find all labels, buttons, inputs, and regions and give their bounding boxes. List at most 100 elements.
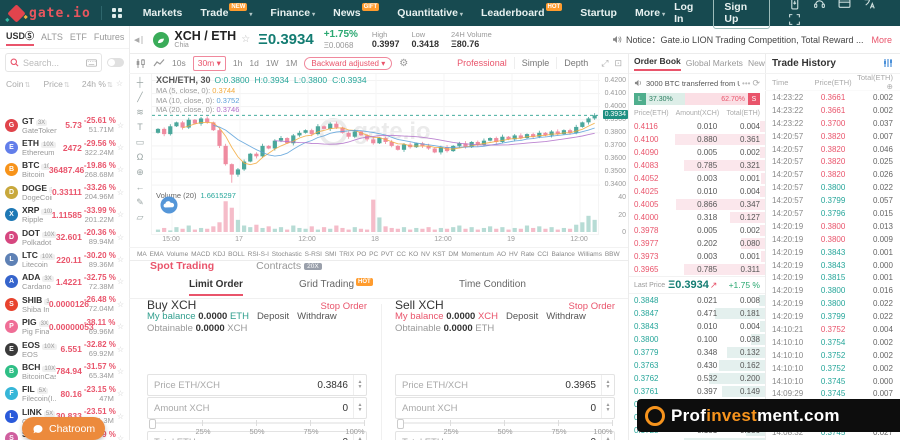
trade-history-row[interactable]: 14:20:57 0.3820 0.046 <box>765 143 900 156</box>
indicator-dm[interactable]: DM <box>448 250 459 258</box>
coin-row-eos[interactable]: E EOS 10X EOS 6.551 -32.82 % 69.92M ☆ <box>0 338 129 360</box>
ob-tab-order-book[interactable]: Order Book <box>634 56 681 71</box>
buy-withdraw-link[interactable]: Withdraw <box>297 311 337 322</box>
trade-history-row[interactable]: 14:20:19 0.3800 0.016 <box>765 284 900 297</box>
trade-history-row[interactable]: 14:20:19 0.3800 0.013 <box>765 220 900 233</box>
coin-row-dot[interactable]: D DOT 10X Polkadot 32.601 -20.36 % 89.94M ☆ <box>0 226 129 248</box>
eraser-icon[interactable]: ▱ <box>136 212 144 222</box>
margin-toggle[interactable] <box>107 58 124 67</box>
indicator-nv[interactable]: NV <box>421 250 431 258</box>
total-stepper[interactable]: ▲▼ <box>601 432 614 440</box>
magnet-icon[interactable]: Ω <box>136 152 144 162</box>
fullscreen-icon[interactable] <box>788 13 801 26</box>
indicator-kst[interactable]: KST <box>432 250 446 258</box>
bid-row[interactable]: 0.3779 0.348 0.132 <box>629 346 765 359</box>
indicator-s-rsi[interactable]: S-RSI <box>304 250 322 258</box>
ob-tab-news[interactable]: News <box>747 58 765 68</box>
nav-item-trade[interactable]: TradeNEW▾ <box>200 2 253 19</box>
total-stepper[interactable]: ▲▼ <box>353 432 366 440</box>
shape-icon[interactable]: ▭ <box>135 137 145 147</box>
indicator-rsi-s-i[interactable]: RSI-S-I <box>247 250 269 258</box>
signup-button[interactable]: Sign Up <box>713 0 770 29</box>
indicator-pc[interactable]: PC <box>369 250 379 258</box>
apps-grid-icon[interactable] <box>111 8 122 18</box>
star-icon[interactable]: ☆ <box>116 120 124 130</box>
nav-item-news[interactable]: NewsGIFT <box>333 2 380 19</box>
notice-more-link[interactable]: More <box>871 34 892 45</box>
percent-label-100[interactable]: 100% <box>593 427 613 436</box>
bid-row[interactable]: 0.3847 0.471 0.181 <box>629 307 765 320</box>
trade-history-row[interactable]: 14:20:19 0.3800 0.009 <box>765 233 900 246</box>
star-icon[interactable]: ☆ <box>116 299 124 309</box>
sell-stop-order-link[interactable]: Stop Order <box>568 301 615 312</box>
chart-popout-icon[interactable]: ⊡ <box>614 57 622 68</box>
indicator-po[interactable]: PO <box>356 250 367 258</box>
star-icon[interactable]: ☆ <box>116 143 124 153</box>
history-settings-icon[interactable] <box>883 58 893 68</box>
bid-row[interactable]: 0.3761 0.397 0.149 <box>629 385 765 398</box>
bid-row[interactable]: 0.3800 0.100 0.038 <box>629 333 765 346</box>
percent-label-50[interactable]: 50% <box>497 427 513 436</box>
trade-history-row[interactable]: 14:20:19 0.3800 0.022 <box>765 297 900 310</box>
coin-row-ada[interactable]: A ADA 3X Cardano 1.4221 -32.75 % 72.38M ☆ <box>0 271 129 293</box>
ask-row[interactable]: 0.4083 0.785 0.321 <box>629 159 765 172</box>
trade-history-row[interactable]: 14:23:22 0.3661 0.002 <box>765 91 900 104</box>
news-ticker[interactable]: 3000 BTC transferred from Unkno... ••• ⟳ <box>629 74 765 92</box>
indicator-kdj[interactable]: KDJ <box>213 250 226 258</box>
chatroom-button[interactable]: Chatroom <box>22 417 106 440</box>
star-icon[interactable]: ☆ <box>116 434 124 440</box>
indicator-cci[interactable]: CCI <box>537 250 549 258</box>
chart-settings-gear-icon[interactable]: ⚙ <box>399 57 409 69</box>
percent-label-25[interactable]: 25% <box>195 427 211 436</box>
indicator-ao[interactable]: AO <box>496 250 507 258</box>
subtab-grid-trading[interactable]: Grid Trading HOT <box>299 278 373 290</box>
market-tab-etf[interactable]: ETF <box>69 32 87 42</box>
market-tab-futures[interactable]: Futures <box>93 32 125 42</box>
slider-handle[interactable] <box>149 419 156 429</box>
trade-history-row[interactable]: 14:20:57 0.3820 0.026 <box>765 168 900 181</box>
percent-label-75[interactable]: 75% <box>303 427 319 436</box>
trade-history-row[interactable]: 14:10:10 0.3752 0.002 <box>765 349 900 362</box>
buy-percent-slider[interactable]: 25% 50% 75% 100% <box>149 419 365 436</box>
market-tab-alts[interactable]: ALTS <box>41 32 63 42</box>
gateio-logo[interactable]: gate.io <box>7 3 91 23</box>
indicator-trix[interactable]: TRIX <box>339 250 355 258</box>
star-icon[interactable]: ☆ <box>116 232 124 242</box>
ask-row[interactable]: 0.3965 0.785 0.311 <box>629 263 765 276</box>
amount-stepper[interactable]: ▲ ▼ <box>601 398 614 418</box>
chart-expand-icon[interactable]: ⤢ <box>601 57 609 68</box>
star-icon[interactable]: ☆ <box>116 366 124 376</box>
interval-1M[interactable]: 1M <box>285 58 298 68</box>
trendline-icon[interactable]: ╱ <box>137 92 143 102</box>
market-tab-usdⓢ[interactable]: USDⓈ <box>6 29 35 46</box>
indicator-momentum[interactable]: Momentum <box>461 250 494 258</box>
support-icon[interactable] <box>813 0 826 10</box>
search-input[interactable]: Search... <box>5 53 102 72</box>
coin-row-gt[interactable]: G GT 3X GateToken 5.73 -25.61 % 51.71M ☆ <box>0 114 129 136</box>
sidebar-collapse-handle[interactable]: ◀ <box>134 35 144 44</box>
star-icon[interactable]: ☆ <box>116 255 124 265</box>
bid-row[interactable]: 0.3848 0.021 0.008 <box>629 294 765 307</box>
ob-tab-global-markets[interactable]: Global Markets <box>685 58 743 68</box>
interval-30m[interactable]: 30m ▾ <box>192 55 226 71</box>
trade-history-row[interactable]: 14:23:22 0.3661 0.002 <box>765 104 900 117</box>
text-icon[interactable]: T <box>137 122 143 132</box>
bid-row[interactable]: 0.3843 0.010 0.004 <box>629 320 765 333</box>
trade-history-row[interactable]: 14:10:10 0.3754 0.002 <box>765 336 900 349</box>
mode-simple[interactable]: Simple <box>513 57 557 69</box>
star-icon[interactable]: ☆ <box>116 210 124 220</box>
coin-row-xrp[interactable]: X XRP10XRipple1.11585-33.99 %201.22M☆ <box>0 204 129 226</box>
trade-history-row[interactable]: 14:10:10 0.3745 0.000 <box>765 375 900 388</box>
price-axis[interactable]: 0.4200 0.4100 0.4000 0.3900 0.3800 0.3700 0.36… <box>598 74 628 236</box>
slider-handle[interactable] <box>397 419 404 429</box>
app-download-icon[interactable] <box>788 0 801 10</box>
star-icon[interactable]: ☆ <box>116 322 124 332</box>
price-stepper[interactable]: ▲ ▼ <box>353 375 366 395</box>
star-icon[interactable]: ☆ <box>116 165 124 175</box>
star-icon[interactable]: ☆ <box>116 389 124 399</box>
trade-history-row[interactable]: 14:20:57 0.3820 0.007 <box>765 130 900 143</box>
indicator-pvt[interactable]: PVT <box>381 250 394 258</box>
nav-item-quantitative[interactable]: Quantitative ▾ <box>397 7 463 19</box>
coin-row-eth[interactable]: E ETH 10X Ethereum 2472 -29.56 % 322.24M ☆ <box>0 136 129 158</box>
